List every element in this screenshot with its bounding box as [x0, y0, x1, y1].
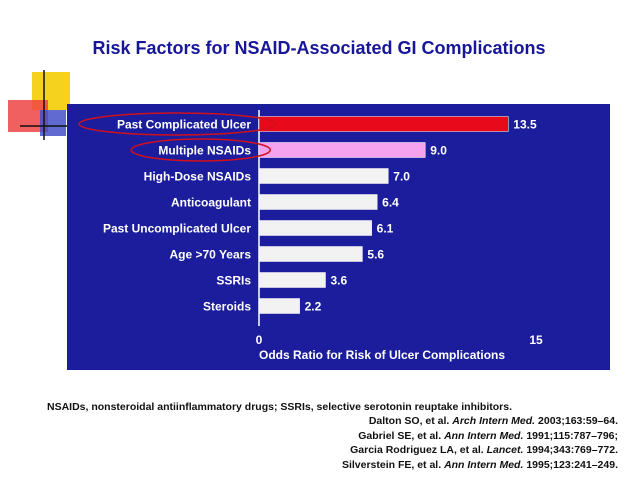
bar-high-dose-nsaids	[258, 168, 389, 184]
bar-anticoagulant	[258, 194, 378, 210]
highlight-ring-past-complicated-ulcer	[78, 112, 277, 136]
references-list: Dalton SO, et al. Arch Intern Med. 2003;…	[58, 414, 618, 472]
reference-citation: 2003;163:59–64.	[535, 415, 618, 427]
bar-multiple-nsaids	[258, 142, 426, 158]
decorative-squares	[8, 70, 80, 140]
reference-authors: Dalton SO, et al.	[368, 415, 453, 427]
category-label-high-dose-nsaids: High-Dose NSAIDs	[144, 170, 252, 184]
bar-ssris	[258, 272, 326, 288]
slide-title: Risk Factors for NSAID-Associated GI Com…	[92, 38, 546, 58]
reference-authors: Gabriel SE, et al.	[358, 429, 445, 442]
value-label-past-complicated-ulcer: 13.5	[513, 118, 537, 132]
reference-authors: Garcia Rodriguez LA, et al.	[350, 444, 487, 456]
bar-steroids	[258, 298, 300, 314]
bar-chart: Past Complicated Ulcer 13.5 Multiple NSAID…	[67, 104, 610, 370]
value-label-past-uncomplicated-ulcer: 6.1	[377, 222, 394, 236]
reference-journal: Arch Intern Med.	[452, 415, 536, 427]
x-axis-label: Odds Ratio for Risk of Ulcer Complicatio…	[259, 348, 505, 362]
reference-item: Dalton SO, et al. Arch Intern Med. 2003;…	[58, 414, 618, 429]
bar-chart-svg: Past Complicated Ulcer 13.5 Multiple NSAID…	[78, 110, 543, 362]
category-label-past-uncomplicated-ulcer: Past Uncomplicated Ulcer	[103, 222, 251, 236]
reference-citation: 1994;343:769–772.	[523, 444, 618, 456]
reference-journal: Ann Intern Med.	[444, 458, 524, 471]
reference-item: Garcia Rodriguez LA, et al. Lancet. 1994…	[58, 443, 618, 458]
reference-authors: Silverstein FE, et al.	[341, 458, 445, 471]
footnote: NSAIDs, nonsteroidal antiinflammatory dr…	[47, 401, 513, 413]
category-label-past-complicated-ulcer: Past Complicated Ulcer	[117, 118, 251, 132]
value-label-multiple-nsaids: 9.0	[430, 144, 447, 158]
bar-past-complicated-ulcer	[258, 116, 509, 132]
category-label-ssris: SSRIs	[216, 274, 251, 288]
category-label-steroids: Steroids	[203, 300, 251, 314]
value-label-ssris: 3.6	[330, 274, 347, 288]
value-label-anticoagulant: 6.4	[382, 196, 399, 210]
reference-item: Silverstein FE, et al. Ann Intern Med. 1…	[58, 458, 618, 473]
reference-citation: 1995;123:241–249.	[523, 458, 618, 471]
value-label-high-dose-nsaids: 7.0	[393, 170, 410, 184]
reference-journal: Lancet.	[486, 444, 524, 456]
x-tick-label-1: 15	[529, 333, 543, 347]
value-label-age-70-years: 5.6	[367, 248, 384, 262]
bar-past-uncomplicated-ulcer	[258, 220, 372, 236]
reference-journal: Ann Intern Med.	[444, 429, 524, 442]
reference-citation: 1991;115:787–796;	[523, 429, 618, 442]
category-label-anticoagulant: Anticoagulant	[171, 196, 251, 210]
x-tick-label-0: 0	[256, 333, 263, 347]
highlight-ring-multiple-nsaids	[130, 138, 271, 162]
bar-age-70-years	[258, 246, 363, 262]
category-label-age-70-years: Age >70 Years	[169, 248, 251, 262]
category-label-multiple-nsaids: Multiple NSAIDs	[158, 144, 251, 158]
reference-item: Gabriel SE, et al. Ann Intern Med. 1991;…	[58, 429, 618, 444]
value-label-steroids: 2.2	[305, 300, 322, 314]
